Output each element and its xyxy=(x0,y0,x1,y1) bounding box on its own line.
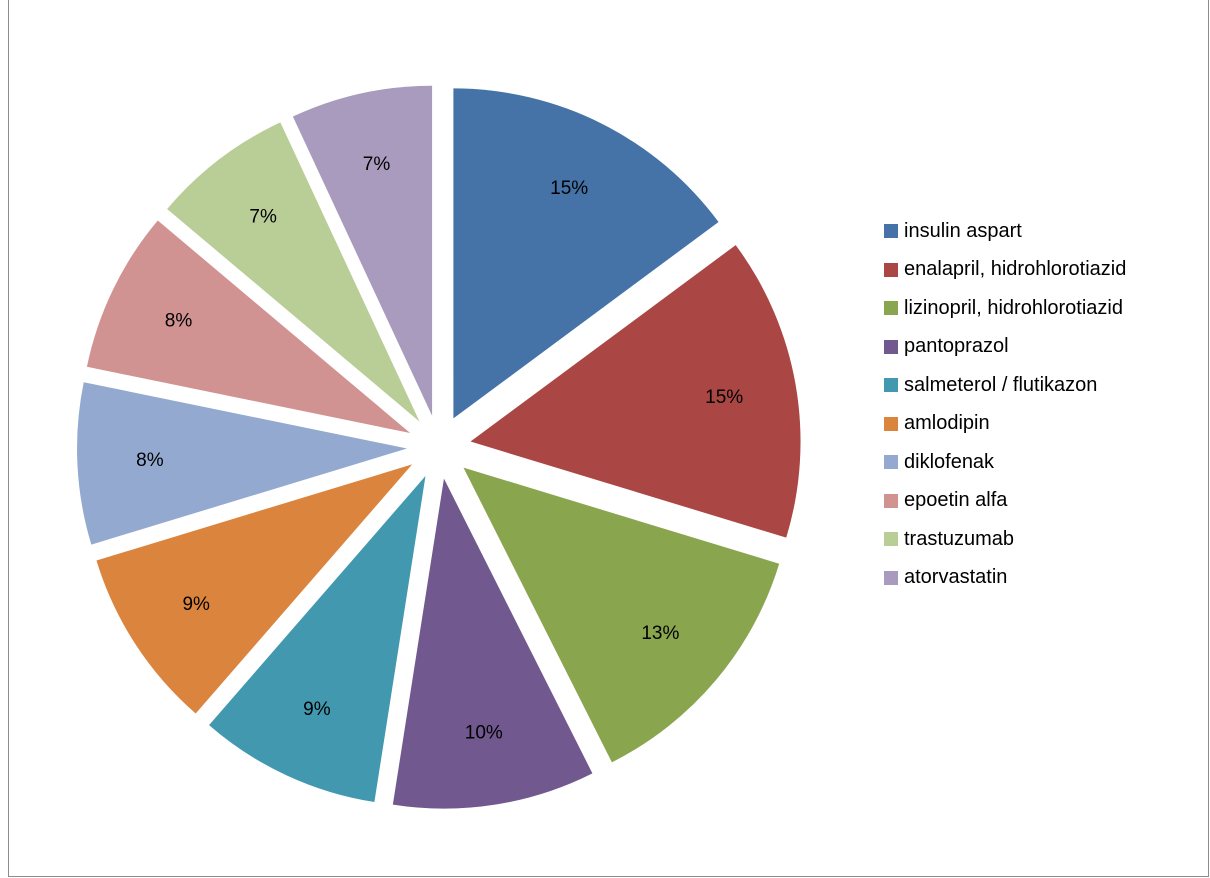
legend-item-3: pantoprazol xyxy=(884,328,1126,367)
pie-slice-7 xyxy=(86,220,411,434)
legend-label-5: amlodipin xyxy=(904,412,990,435)
legend-item-0: insulin aspart xyxy=(884,212,1126,251)
slice-data-label-3: 10% xyxy=(465,722,503,743)
legend-swatch-2 xyxy=(884,301,898,316)
legend-item-5: amlodipin xyxy=(884,405,1126,444)
pie-slice-8 xyxy=(167,122,420,422)
slice-data-label-1: 15% xyxy=(705,387,743,408)
legend-swatch-0 xyxy=(884,224,898,239)
legend-swatch-9 xyxy=(884,570,898,585)
slice-data-label-9: 7% xyxy=(363,154,391,175)
legend-item-4: salmeterol / flutikazon xyxy=(884,366,1126,405)
legend-label-8: trastuzumab xyxy=(904,527,1015,550)
legend-label-0: insulin aspart xyxy=(904,219,1022,242)
slice-data-label-6: 8% xyxy=(136,450,164,471)
pie-slice-0 xyxy=(453,88,719,419)
slice-data-label-8: 7% xyxy=(249,207,277,228)
legend-label-4: salmeterol / flutikazon xyxy=(904,373,1098,396)
legend-label-2: lizinopril, hidrohlorotiazid xyxy=(904,296,1123,319)
legend-item-9: atorvastatin xyxy=(884,559,1126,598)
legend-swatch-5 xyxy=(884,416,898,431)
legend-item-6: diklofenak xyxy=(884,443,1126,482)
legend-swatch-7 xyxy=(884,493,898,508)
pie-slice-1 xyxy=(470,245,801,538)
legend-label-7: epoetin alfa xyxy=(904,489,1008,512)
chart-frame xyxy=(8,0,1209,877)
legend-label-9: atorvastatin xyxy=(904,566,1008,589)
slice-data-label-0: 15% xyxy=(550,178,588,199)
legend-swatch-6 xyxy=(884,455,898,470)
legend-swatch-1 xyxy=(884,262,898,277)
pie-slice-4 xyxy=(209,476,426,803)
slice-data-label-4: 9% xyxy=(303,699,331,720)
legend-item-7: epoetin alfa xyxy=(884,482,1126,521)
legend-label-6: diklofenak xyxy=(904,450,995,473)
slice-data-label-5: 9% xyxy=(182,594,210,615)
legend-swatch-4 xyxy=(884,378,898,393)
legend-swatch-8 xyxy=(884,532,898,547)
legend: insulin aspart enalapril, hidrohlorotiazi… xyxy=(884,212,1126,597)
pie-slice-3 xyxy=(392,478,593,809)
slice-data-label-2: 13% xyxy=(641,623,679,644)
legend-item-8: trastuzumab xyxy=(884,520,1126,559)
pie-slice-2 xyxy=(463,467,780,763)
slice-data-label-7: 8% xyxy=(165,310,193,331)
legend-item-1: enalapril, hidrohlorotiazid xyxy=(884,251,1126,290)
pie-slice-5 xyxy=(96,464,413,714)
legend-swatch-3 xyxy=(884,339,898,354)
legend-label-3: pantoprazol xyxy=(904,335,1009,358)
legend-item-2: lizinopril, hidrohlorotiazid xyxy=(884,289,1126,328)
pie-slice-9 xyxy=(292,85,433,416)
pie-slice-6 xyxy=(77,382,408,545)
legend-label-1: enalapril, hidrohlorotiazid xyxy=(904,258,1127,281)
